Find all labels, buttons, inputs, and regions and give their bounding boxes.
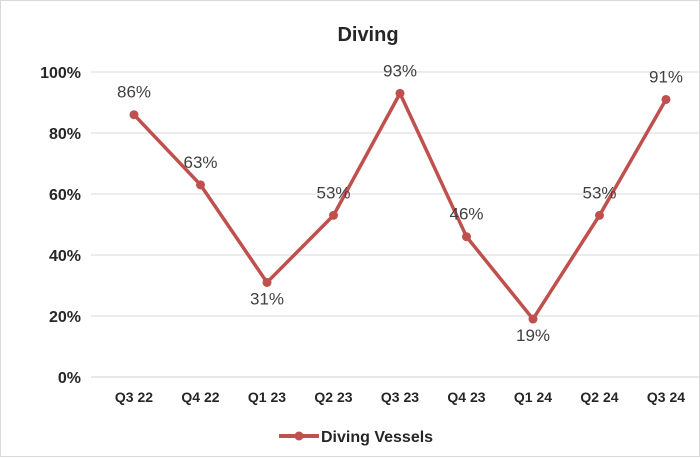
series-diving-vessels [129,88,671,324]
legend-dot-marker [294,431,304,441]
data-label: 53% [582,183,616,202]
data-label: 93% [383,61,417,80]
x-tick-label: Q3 22 [115,389,153,405]
x-tick-label: Q4 22 [181,389,219,405]
x-axis-ticks: Q3 22 Q4 22 Q1 23 Q2 23 Q3 23 Q4 23 Q1 24 Q2 24… [115,389,685,405]
data-label: 19% [516,326,550,345]
data-label: 53% [316,183,350,202]
data-labels: 86% 63% 31% 53% 93% 46% 19% 53% 91% [117,61,683,345]
y-tick-label: 0% [58,370,81,387]
data-label: 31% [250,289,284,308]
data-point [196,180,205,190]
data-point [661,94,671,104]
x-tick-label: Q1 23 [248,389,286,405]
data-point [129,110,139,120]
x-tick-label: Q2 23 [314,389,352,405]
gridlines [91,71,700,378]
legend: Diving Vessels [279,429,433,446]
data-point [262,277,272,287]
y-tick-label: 40% [49,248,81,265]
legend-label: Diving Vessels [321,429,433,446]
y-axis-ticks: 0% 20% 40% 60% 80% 100% [40,65,81,387]
data-point [329,210,338,220]
y-tick-label: 60% [49,187,81,204]
data-label: 91% [649,67,683,86]
data-point [595,210,604,220]
data-label: 86% [117,83,151,102]
x-tick-label: Q3 23 [381,389,419,405]
y-tick-label: 20% [49,309,81,326]
y-tick-label: 100% [40,65,81,82]
series-line [132,91,668,321]
x-tick-label: Q1 24 [514,389,552,405]
data-point [462,232,471,242]
data-label: 46% [449,205,483,224]
y-tick-label: 80% [49,126,81,143]
chart-title: Diving [337,24,398,46]
data-point [528,314,538,324]
data-label: 63% [183,153,217,172]
x-tick-label: Q4 23 [447,389,485,405]
data-point [395,88,405,98]
x-tick-label: Q2 24 [580,389,618,405]
x-tick-label: Q3 24 [647,389,685,405]
